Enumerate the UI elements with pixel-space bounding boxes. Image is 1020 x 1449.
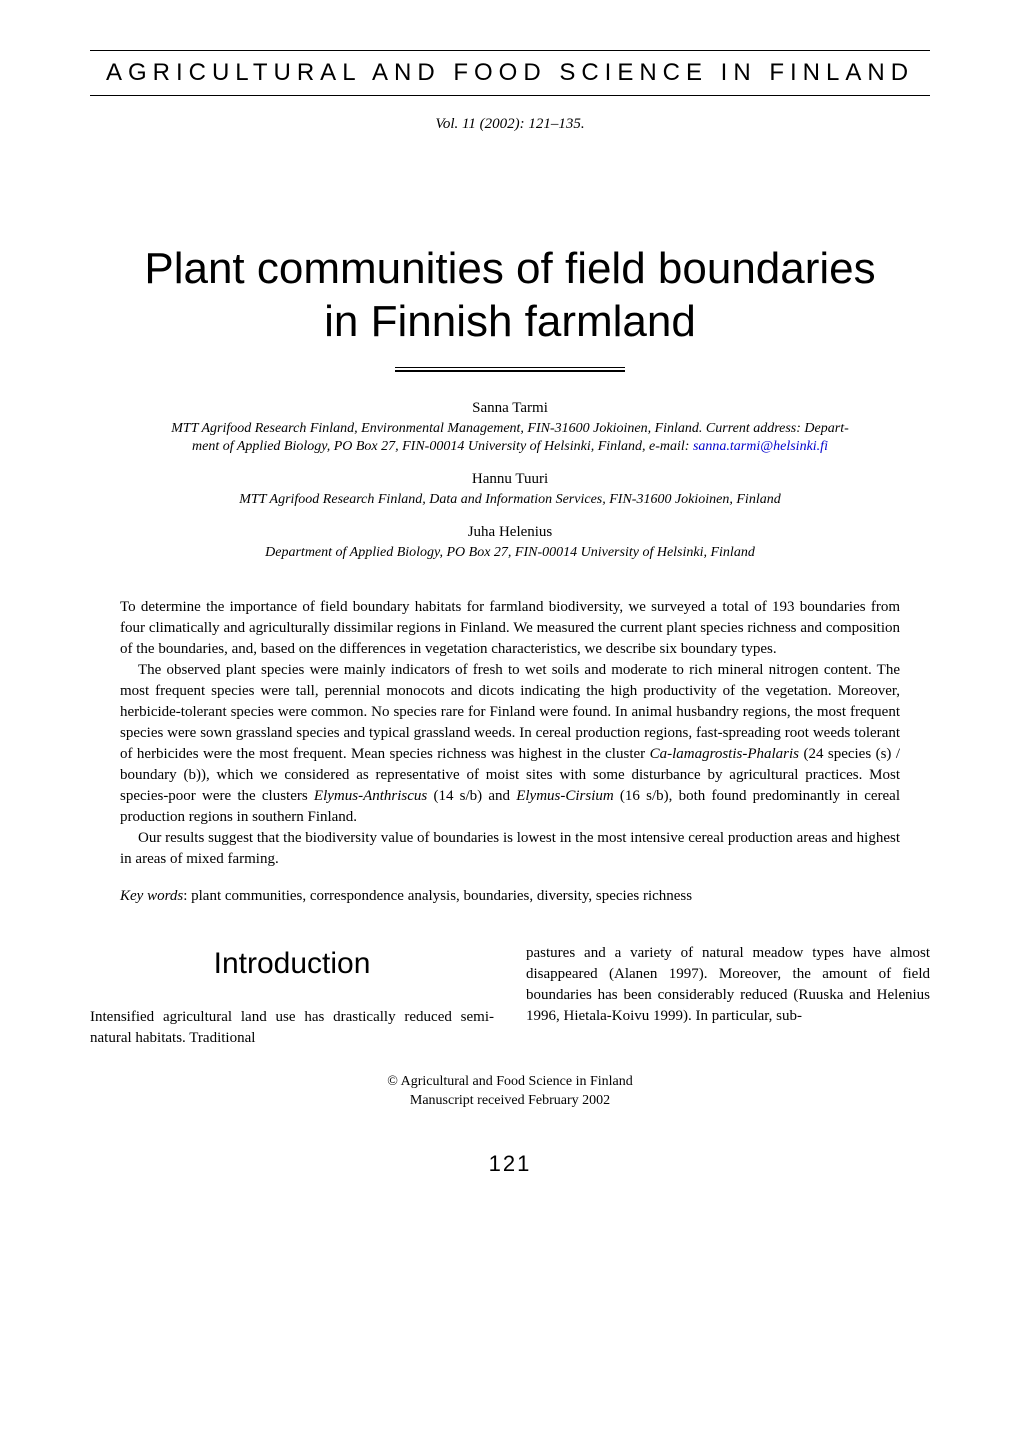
abstract-paragraph-2: The observed plant species were mainly i… [120,660,900,828]
header-rule-bottom [90,95,930,96]
affiliation-line2: ment of Applied Biology, PO Box 27, FIN-… [192,439,693,454]
abstract-italic: Elymus-Anthriscus [314,788,427,804]
affiliation-line1: MTT Agrifood Research Finland, Data and … [239,492,780,507]
author-block-1: Sanna Tarmi MTT Agrifood Research Finlan… [90,400,930,458]
author-email-link[interactable]: sanna.tarmi@helsinki.fi [693,439,828,454]
abstract: To determine the importance of field bou… [120,597,900,870]
keywords-label: Key words [120,888,183,904]
copyright-line1: © Agricultural and Food Science in Finla… [387,1074,633,1089]
affiliation-line1: Department of Applied Biology, PO Box 27… [265,545,755,560]
keywords: Key words: plant communities, correspond… [120,888,900,905]
author-name: Hannu Tuuri [90,471,930,488]
abstract-paragraph-3: Our results suggest that the biodiversit… [120,828,900,870]
body-paragraph: Intensified agricultural land use has dr… [90,1007,494,1049]
abstract-italic: Ca-lamagrostis-Phalaris [650,746,799,762]
article-title-line2: in Finnish farmland [324,297,696,346]
author-affiliation: Department of Applied Biology, PO Box 27… [90,544,930,563]
article-title: Plant communities of field boundaries in… [90,243,930,349]
page-number: 121 [90,1151,930,1177]
author-block-3: Juha Helenius Department of Applied Biol… [90,524,930,563]
title-underline [395,367,625,372]
column-right: pastures and a variety of natural meadow… [526,943,930,1049]
body-paragraph: pastures and a variety of natural meadow… [526,943,930,1027]
body-columns: Introduction Intensified agricultural la… [90,943,930,1049]
journal-title: AGRICULTURAL AND FOOD SCIENCE IN FINLAND [90,59,930,87]
author-block-2: Hannu Tuuri MTT Agrifood Research Finlan… [90,471,930,510]
copyright-line2: Manuscript received February 2002 [410,1093,610,1108]
copyright: © Agricultural and Food Science in Finla… [90,1073,930,1111]
column-left: Introduction Intensified agricultural la… [90,943,494,1049]
article-title-line1: Plant communities of field boundaries [144,244,875,293]
volume-info: Vol. 11 (2002): 121–135. [90,116,930,133]
abstract-text: (14 s/b) and [427,788,516,804]
header-rule-top [90,50,930,51]
author-name: Juha Helenius [90,524,930,541]
section-heading: Introduction [90,943,494,985]
abstract-paragraph-1: To determine the importance of field bou… [120,597,900,660]
affiliation-line1: MTT Agrifood Research Finland, Environme… [171,421,849,436]
author-affiliation: MTT Agrifood Research Finland, Data and … [90,491,930,510]
abstract-italic: Elymus-Cirsium [516,788,614,804]
author-affiliation: MTT Agrifood Research Finland, Environme… [90,420,930,458]
keywords-text: : plant communities, correspondence anal… [183,888,692,904]
author-name: Sanna Tarmi [90,400,930,417]
